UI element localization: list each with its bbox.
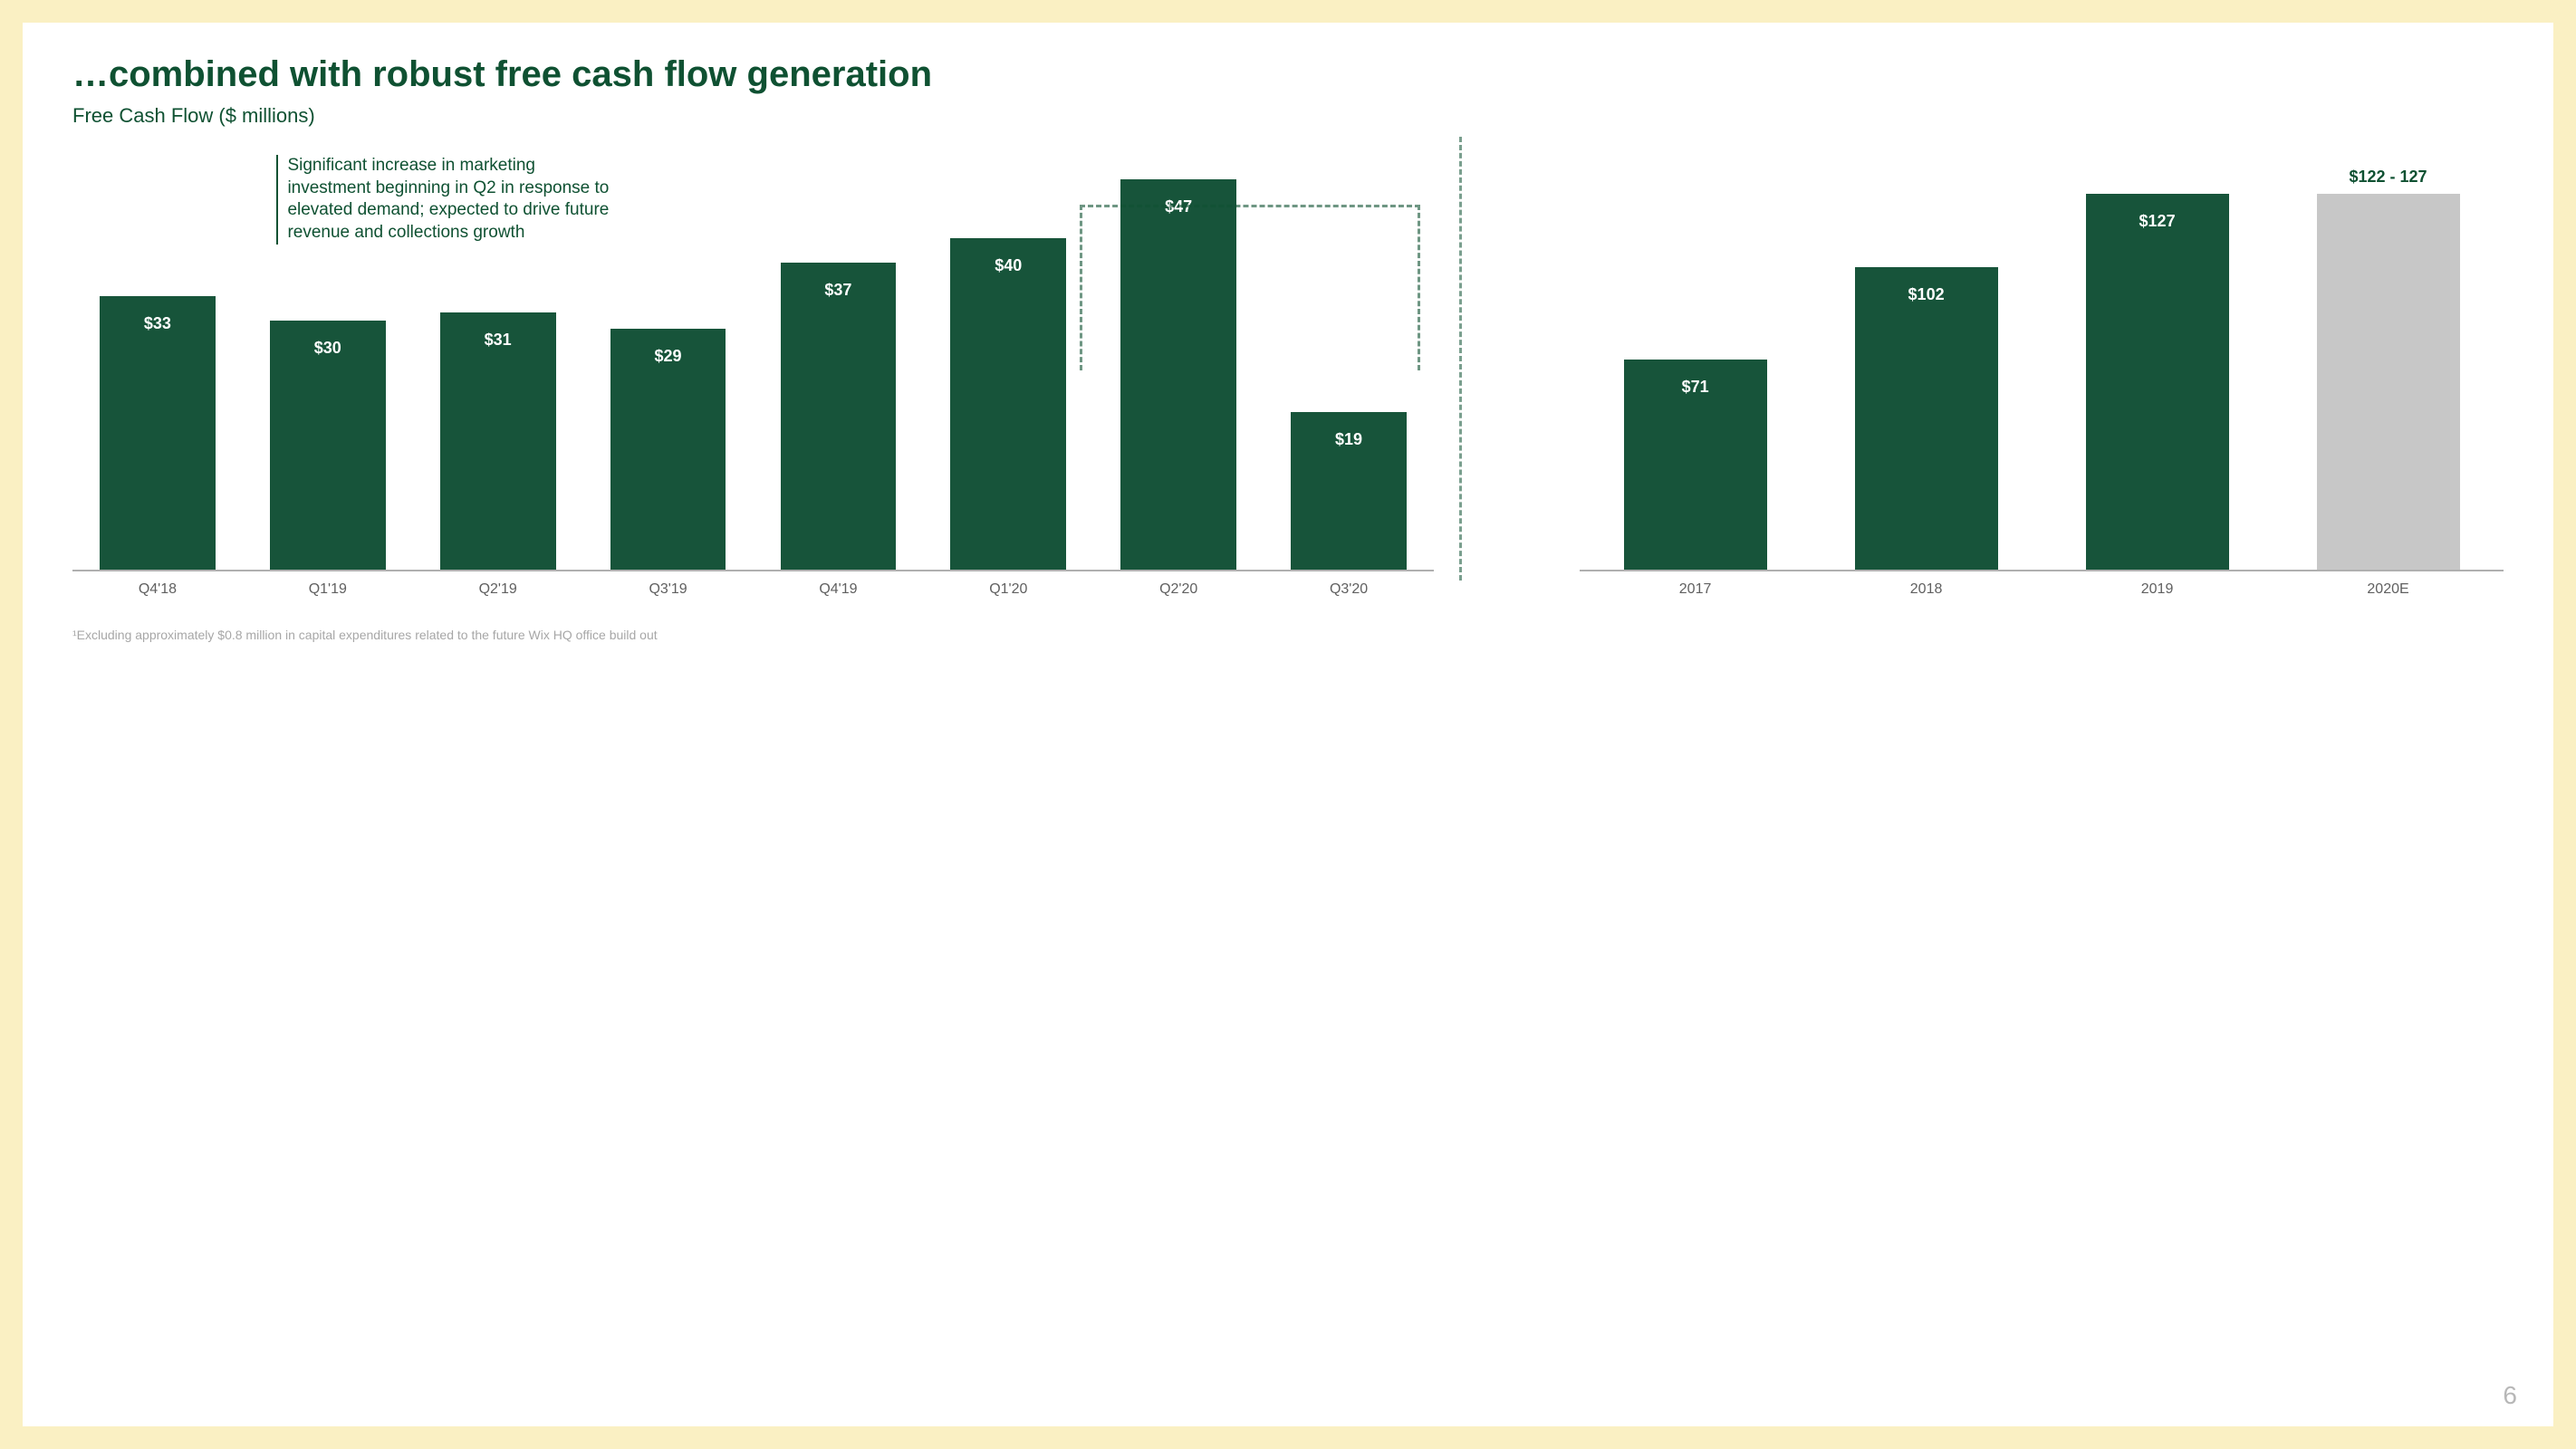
bar-rect: $102	[1855, 267, 1998, 570]
bar: $40	[923, 155, 1093, 570]
bars-row: $71 $102 $127 $122 - 127	[1580, 155, 2504, 570]
annual-chart: $71 $102 $127 $122 - 127 2017201820192020E	[1580, 137, 2504, 608]
bar-rect: $31	[440, 312, 556, 570]
bar-value-label: $30	[314, 339, 341, 358]
x-label: Q2'20	[1093, 581, 1264, 598]
bar: $33	[72, 155, 243, 570]
bar-rect: $30	[270, 321, 386, 570]
bar-value-label: $37	[824, 281, 851, 300]
bar-value-label: $40	[995, 256, 1022, 275]
quarterly-plot: Significant increase in marketing invest…	[72, 155, 1434, 571]
bar-rect: $29	[610, 329, 726, 570]
panel-divider	[1459, 137, 1462, 581]
quarterly-chart: Significant increase in marketing invest…	[72, 137, 1434, 608]
x-label: 2018	[1811, 581, 2042, 598]
bar-rect: $71	[1624, 360, 1767, 570]
bar: $127	[2042, 155, 2273, 570]
bar-value-label: $127	[2139, 212, 2176, 231]
bar-rect	[2317, 194, 2460, 570]
slide-title: …combined with robust free cash flow gen…	[72, 54, 2504, 95]
x-label: Q4'18	[72, 581, 243, 598]
annual-plot: $71 $102 $127 $122 - 127	[1580, 155, 2504, 571]
x-label: 2020E	[2273, 581, 2504, 598]
bar: $37	[754, 155, 924, 570]
x-label: Q4'19	[754, 581, 924, 598]
x-label: Q1'19	[243, 581, 413, 598]
bar-value-label: $33	[144, 314, 171, 333]
charts-row: Significant increase in marketing invest…	[72, 137, 2504, 608]
bar-rect: $19	[1291, 412, 1407, 570]
bar-value-label: $71	[1682, 378, 1709, 397]
bar-value-label: $19	[1335, 430, 1362, 449]
bar-rect: $127	[2086, 194, 2229, 570]
x-axis-labels: Q4'18Q1'19Q2'19Q3'19Q4'19Q1'20Q2'20Q3'20	[72, 571, 1434, 608]
x-axis-labels: 2017201820192020E	[1580, 571, 2504, 608]
page-number: 6	[2503, 1381, 2517, 1410]
bar-rect: $40	[950, 238, 1066, 570]
x-label: 2019	[2042, 581, 2273, 598]
x-label: 2017	[1580, 581, 1811, 598]
bar: $122 - 127	[2273, 155, 2504, 570]
bar: $102	[1811, 155, 2042, 570]
bar-value-label: $31	[485, 331, 512, 350]
x-label: Q2'19	[413, 581, 583, 598]
bar: $71	[1580, 155, 1811, 570]
chart-annotation: Significant increase in marketing invest…	[276, 155, 620, 245]
slide: …combined with robust free cash flow gen…	[23, 23, 2553, 1426]
bar-rect: $33	[100, 296, 216, 570]
footnote: ¹Excluding approximately $0.8 million in…	[72, 628, 2504, 642]
bar-value-label: $102	[1908, 285, 1945, 304]
slide-subtitle: Free Cash Flow ($ millions)	[72, 104, 2504, 128]
dashed-callout-box	[1080, 205, 1420, 370]
x-label: Q1'20	[923, 581, 1093, 598]
x-label: Q3'20	[1264, 581, 1434, 598]
bar-rect: $37	[781, 263, 897, 570]
bar-value-label: $29	[655, 347, 682, 366]
x-label: Q3'19	[583, 581, 754, 598]
bar-top-label: $122 - 127	[2273, 168, 2504, 187]
